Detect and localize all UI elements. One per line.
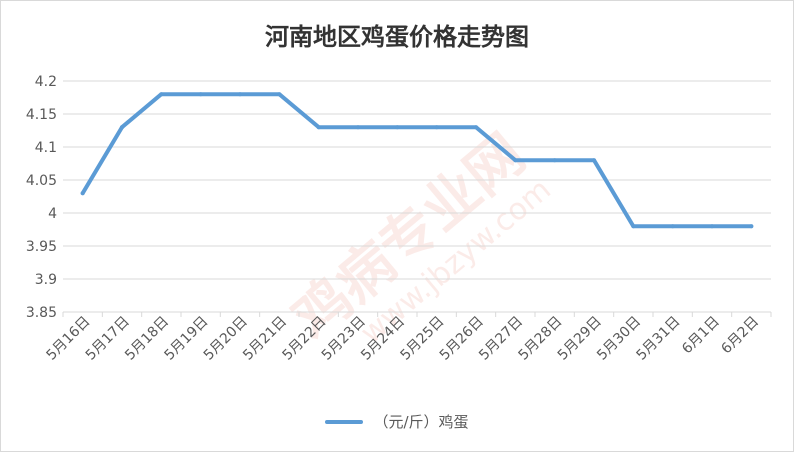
y-tick-label: 4.1 [35,140,57,156]
y-tick-label: 4.2 [35,74,57,90]
data-point [395,125,400,130]
y-tick-label: 4.05 [26,173,57,189]
legend-label: （元/斤）鸡蛋 [373,413,469,431]
data-point [513,158,518,163]
data-point [710,224,714,229]
data-point [120,125,124,130]
x-tick-label: 5月31日 [633,314,683,364]
y-tick-label: 4 [48,206,57,222]
legend: （元/斤）鸡蛋 [1,411,793,432]
data-point [356,125,360,130]
data-point [80,191,85,196]
data-point [238,92,242,97]
data-point [434,125,439,130]
data-point [159,92,164,97]
y-tick-label: 3.95 [26,239,57,255]
series-line [80,92,754,229]
x-tick-label: 6月1日 [679,314,723,358]
data-point [631,224,636,229]
data-point [670,224,675,229]
x-tick-label: 6月2日 [718,314,762,358]
data-point [277,92,282,97]
data-point [198,92,203,97]
data-point [316,125,321,130]
y-tick-label: 3.9 [35,272,57,288]
legend-line-swatch [325,419,364,424]
data-point [474,125,478,130]
data-point [592,158,596,163]
data-point [749,224,754,229]
data-point [552,158,557,163]
y-tick-label: 3.85 [26,305,57,321]
y-tick-label: 4.15 [26,107,57,123]
chart-title: 河南地区鸡蛋价格走势图 [265,23,529,51]
